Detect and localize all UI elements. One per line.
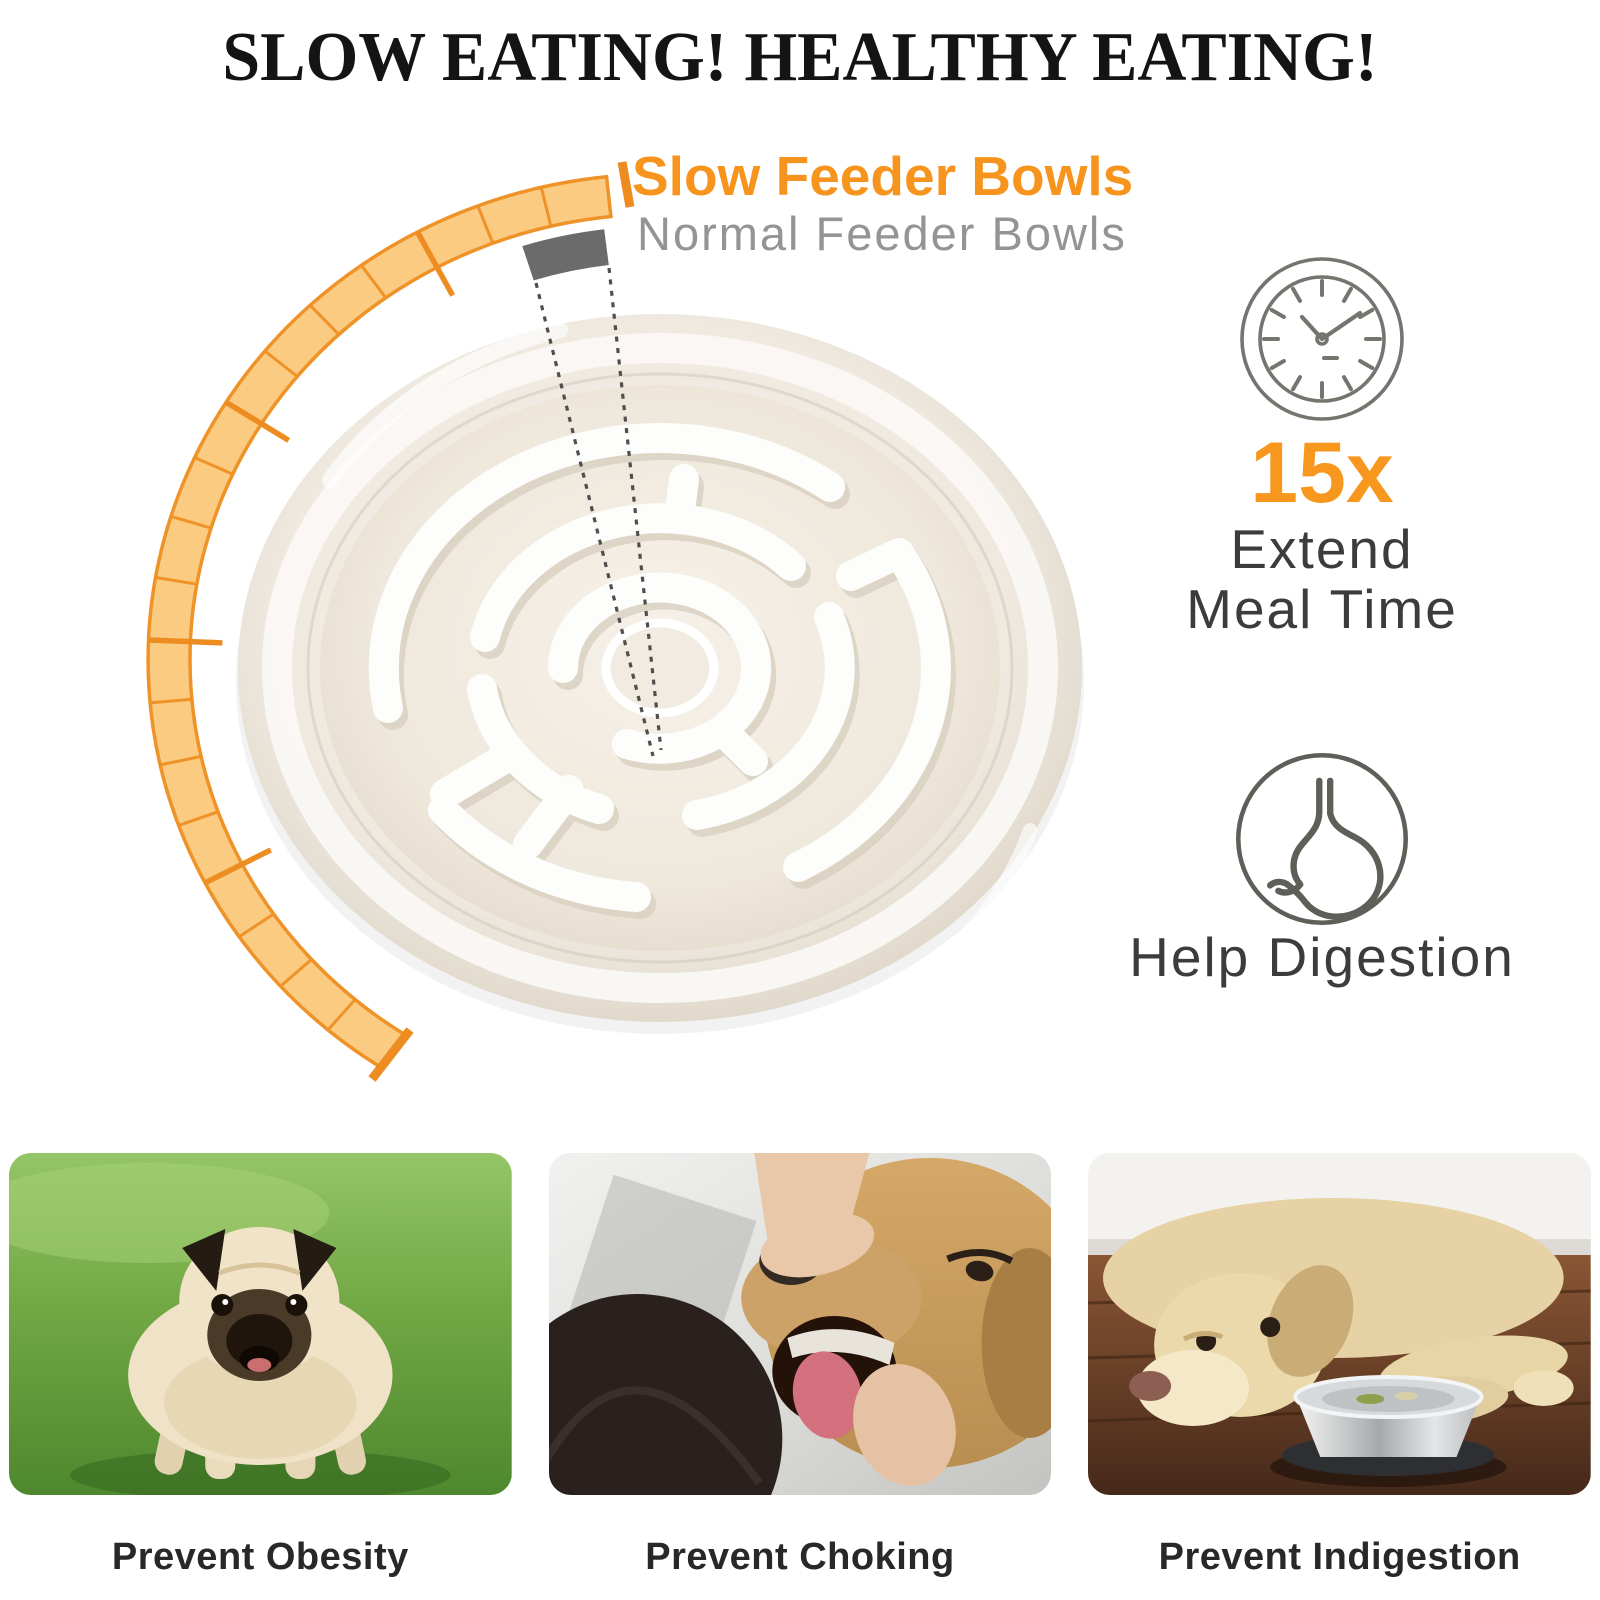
labrador-illustration — [1103, 1198, 1574, 1426]
benefit-digestion-line: Help Digestion — [1129, 926, 1515, 988]
benefit-extend-line: Extend — [1230, 518, 1414, 580]
meal-time-multiplier: 15x — [1250, 425, 1394, 521]
photo-prevent-indigestion — [1088, 1153, 1591, 1495]
steel-bowl-illustration — [1270, 1375, 1507, 1487]
pug-illustration — [128, 1227, 393, 1479]
dashed-guides — [534, 267, 663, 757]
photo-row — [9, 1153, 1591, 1495]
photo-prevent-obesity — [9, 1153, 512, 1495]
slow-feeder-label: Slow Feeder Bowls — [632, 145, 1134, 207]
stomach-icon — [1231, 748, 1413, 930]
gauge-arc — [146, 161, 635, 1082]
photo-caption: Prevent Choking — [645, 1536, 955, 1578]
photo-caption: Prevent Indigestion — [1158, 1536, 1521, 1578]
normal-feeder-label: Normal Feeder Bowls — [637, 207, 1127, 260]
photo-prevent-choking — [548, 1153, 1052, 1495]
owner-illustration — [548, 1153, 956, 1495]
benefit-mealtime-line: Meal Time — [1186, 578, 1458, 640]
photo-caption: Prevent Obesity — [111, 1536, 409, 1578]
slow-feeder-bowl-image — [236, 314, 1084, 1034]
page-title: SLOW EATING! HEALTHY EATING! — [222, 19, 1378, 96]
normal-gauge-segment — [522, 229, 609, 281]
caption-row: Prevent Obesity Prevent Choking Prevent … — [9, 1536, 1591, 1579]
clock-icon — [1238, 255, 1406, 423]
